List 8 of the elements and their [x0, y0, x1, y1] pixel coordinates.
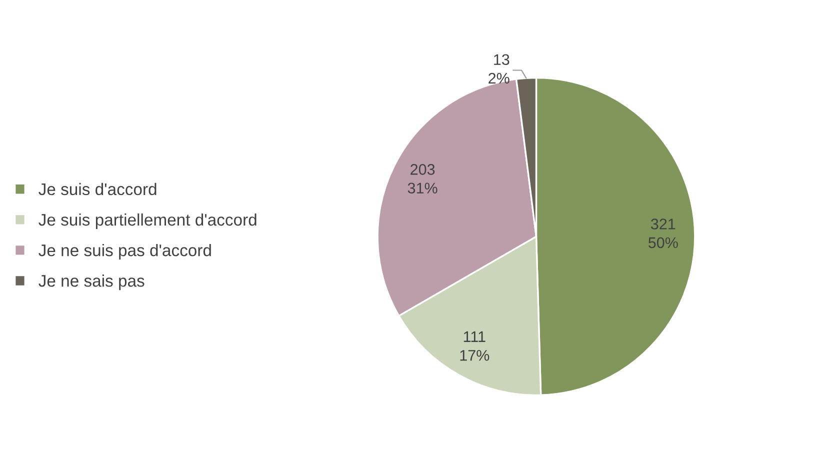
data-label: 111 17%: [460, 331, 490, 361]
data-label: 321 50%: [648, 218, 678, 248]
data-label: 203 31%: [408, 164, 438, 194]
legend-label: Je suis partiellement d'accord: [38, 213, 256, 229]
legend-label: Je ne sais pas: [38, 274, 144, 290]
legend-label: Je suis d'accord: [38, 182, 156, 196]
legend-label: Je ne suis pas d'accord: [38, 244, 211, 260]
data-label: 13 2%: [488, 54, 510, 84]
